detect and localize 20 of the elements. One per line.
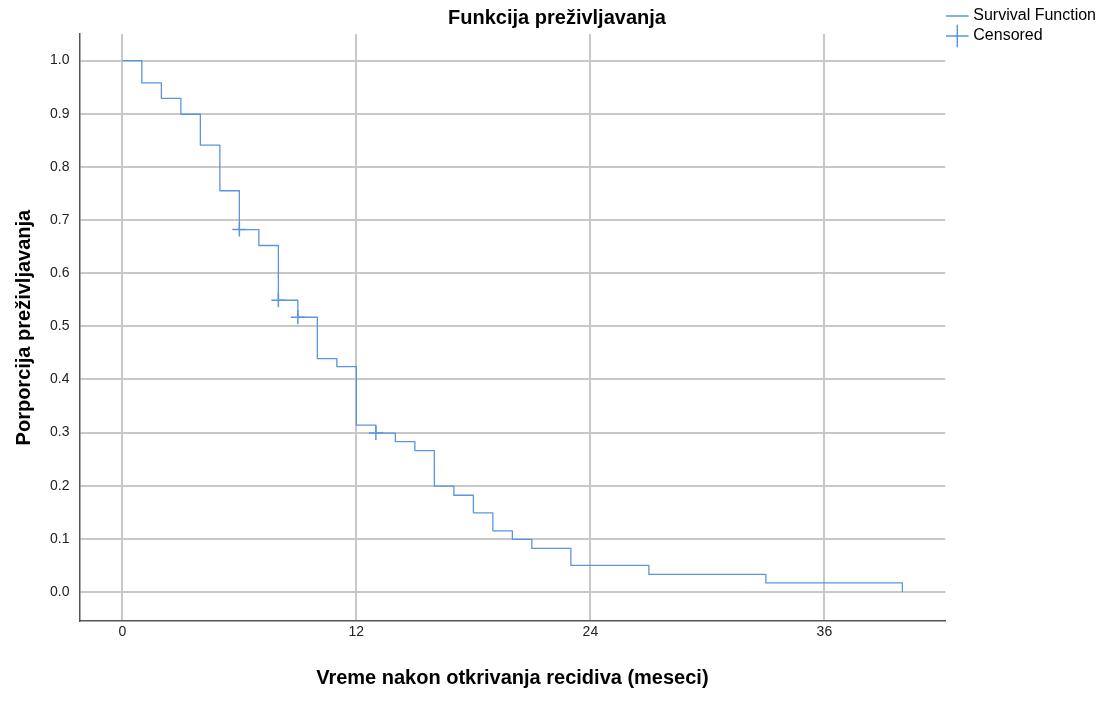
y-tick-label: 0.9 [49, 104, 70, 121]
legend-label: Censored [973, 26, 1043, 44]
x-tick-label: 12 [348, 623, 365, 640]
y-tick-label: 0.0 [49, 582, 70, 599]
chart-title: Funkcija preživljavanja [448, 5, 667, 28]
x-tick-label: 24 [582, 623, 599, 640]
y-axis-title: Porporcija preživljavanja [11, 208, 34, 446]
y-tick-label: 1.0 [49, 51, 70, 68]
y-tick-label: 0.8 [49, 157, 70, 174]
legend-label: Survival Function [973, 6, 1096, 24]
x-tick-label: 36 [816, 623, 833, 640]
y-tick-label: 0.1 [49, 529, 70, 546]
y-tick-label: 0.5 [49, 317, 70, 334]
x-axis-title: Vreme nakon otkrivanja recidiva (meseci) [316, 665, 709, 688]
y-tick-label: 0.6 [49, 263, 70, 280]
y-tick-label: 0.2 [49, 476, 70, 493]
y-tick-label: 0.4 [49, 370, 70, 387]
x-tick-label: 0 [118, 623, 127, 640]
y-tick-label: 0.7 [49, 210, 70, 227]
y-tick-label: 0.3 [49, 423, 70, 440]
